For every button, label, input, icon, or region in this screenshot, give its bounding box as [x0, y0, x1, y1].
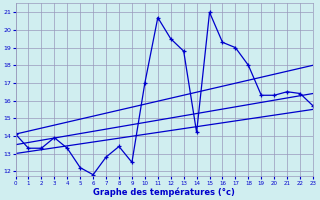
X-axis label: Graphe des températures (°c): Graphe des températures (°c) [93, 187, 235, 197]
